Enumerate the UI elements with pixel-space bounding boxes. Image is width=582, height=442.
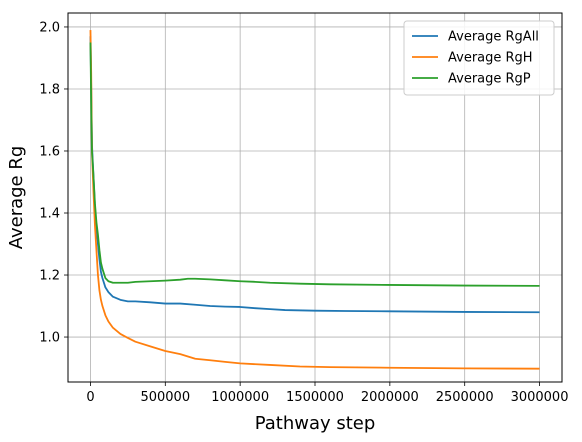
y-tick-label: 1.0 (39, 331, 60, 346)
x-tick-label: 500000 (140, 390, 190, 405)
x-tick-label: 3000000 (511, 390, 569, 405)
legend-box (403, 20, 555, 96)
y-axis-label: Average Rg (6, 146, 27, 250)
y-tick-label: 1.2 (39, 269, 60, 284)
legend-label: Average RgH (448, 51, 533, 66)
series-line-2 (89, 30, 540, 370)
series-layer (89, 30, 540, 370)
y-tick-label: 2.0 (39, 20, 60, 35)
legend: Average RgAll Average RgH Average RgP (403, 20, 555, 96)
y-tick-label: 1.8 (39, 82, 60, 97)
series-line-3 (89, 42, 540, 287)
x-tick-label: 2000000 (361, 390, 419, 405)
legend-label: Average RgP (448, 72, 531, 87)
y-tick-label: 1.6 (39, 144, 60, 159)
x-tick-label: 2500000 (436, 390, 494, 405)
x-tick-label: 1500000 (286, 390, 344, 405)
tick-layer: 0 500000 1000000 1500000 2000000 2500000 30000… (39, 20, 568, 405)
grid-layer (68, 13, 562, 382)
legend-label: Average RgAll (448, 30, 539, 45)
x-axis-label: Pathway step (255, 413, 376, 434)
y-tick-label: 1.4 (39, 207, 60, 222)
x-tick-label: 1000000 (211, 390, 269, 405)
x-tick-label: 0 (86, 390, 94, 405)
